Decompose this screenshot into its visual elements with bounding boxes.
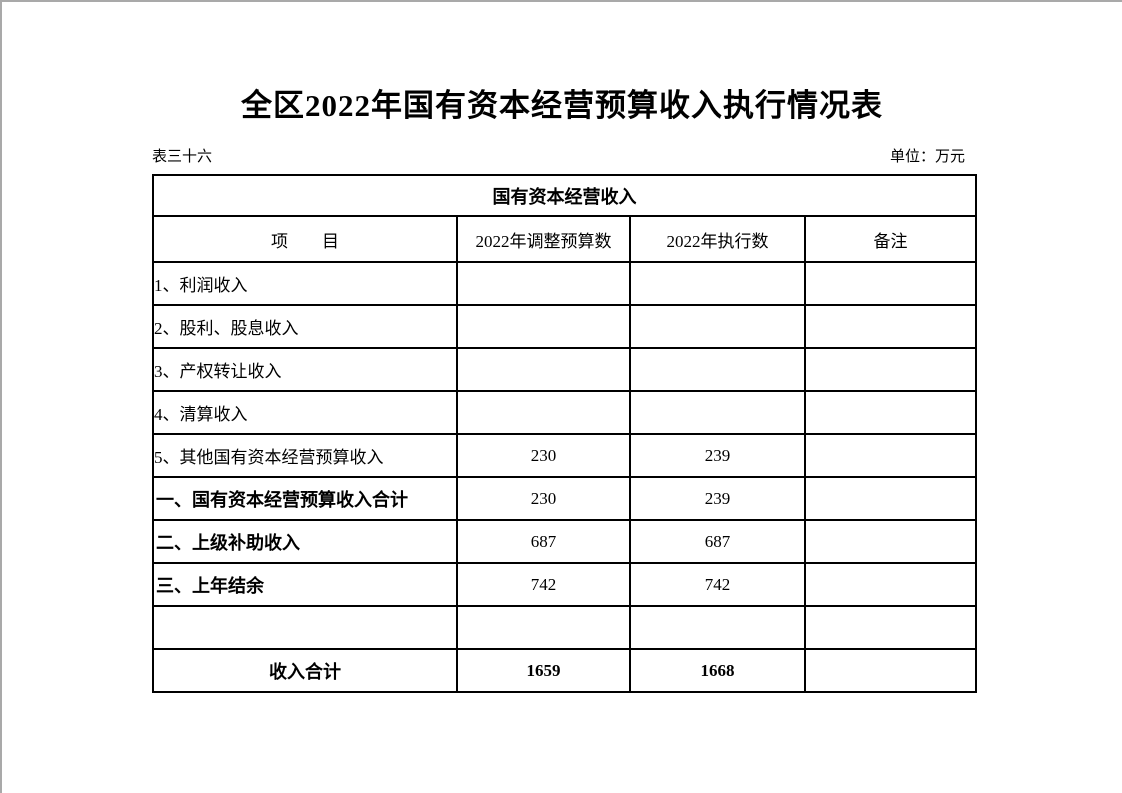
row-label: 一、国有资本经营预算收入合计 — [152, 476, 458, 521]
budget-revenue-table: 国有资本经营收入 项 目 2022年调整预算数 2022年执行数 备注 1、利润… — [152, 174, 977, 693]
table-row-budget-income-subtotal: 一、国有资本经营预算收入合计 230 239 — [152, 476, 977, 521]
table-row-income-total: 收入合计 1659 1668 — [152, 648, 977, 693]
table-row-prior-year-balance: 三、上年结余 742 742 — [152, 562, 977, 607]
row-label: 2、股利、股息收入 — [152, 304, 458, 349]
row-label: 三、上年结余 — [152, 562, 458, 607]
table-row-liquidation-income: 4、清算收入 — [152, 390, 977, 435]
executed-value — [629, 261, 806, 306]
table-row-empty — [152, 605, 977, 650]
table-row-profit-income: 1、利润收入 — [152, 261, 977, 306]
remarks-value — [804, 519, 977, 564]
page-title: 全区2022年国有资本经营预算收入执行情况表 — [241, 88, 883, 123]
row-label: 收入合计 — [152, 648, 458, 693]
remarks-value — [804, 390, 977, 435]
table-meta-row: 表三十六 单位：万元 — [152, 148, 975, 166]
executed-value: 239 — [629, 476, 806, 521]
unit-label: 单位：万元 — [889, 149, 965, 165]
executed-value — [629, 347, 806, 392]
executed-value: 687 — [629, 519, 806, 564]
column-header-adjusted-budget: 2022年调整预算数 — [456, 215, 631, 263]
column-header-executed: 2022年执行数 — [629, 215, 806, 263]
row-label: 1、利润收入 — [152, 261, 458, 306]
row-label: 5、其他国有资本经营预算收入 — [152, 433, 458, 478]
remarks-value — [804, 261, 977, 306]
adjusted-budget-value: 230 — [456, 476, 631, 521]
remarks-value — [804, 304, 977, 349]
column-header-row: 项 目 2022年调整预算数 2022年执行数 备注 — [152, 215, 977, 263]
remarks-value — [804, 562, 977, 607]
adjusted-budget-value: 742 — [456, 562, 631, 607]
table-row-dividend-income: 2、股利、股息收入 — [152, 304, 977, 349]
executed-value — [629, 390, 806, 435]
row-label: 4、清算收入 — [152, 390, 458, 435]
table-title-row: 国有资本经营收入 — [152, 174, 977, 217]
column-header-remarks: 备注 — [804, 215, 977, 263]
table-title: 国有资本经营收入 — [152, 174, 977, 217]
remarks-value — [804, 347, 977, 392]
adjusted-budget-value — [456, 605, 631, 650]
adjusted-budget-value: 230 — [456, 433, 631, 478]
adjusted-budget-value — [456, 347, 631, 392]
row-label: 二、上级补助收入 — [152, 519, 458, 564]
executed-value: 742 — [629, 562, 806, 607]
column-header-item: 项 目 — [152, 215, 458, 263]
adjusted-budget-value — [456, 390, 631, 435]
adjusted-budget-value: 687 — [456, 519, 631, 564]
table-number-label: 表三十六 — [152, 149, 213, 165]
table-row-superior-subsidy-income: 二、上级补助收入 687 687 — [152, 519, 977, 564]
remarks-value — [804, 476, 977, 521]
remarks-value — [804, 648, 977, 693]
executed-value: 1668 — [629, 648, 806, 693]
table-row-property-transfer-income: 3、产权转让收入 — [152, 347, 977, 392]
executed-value — [629, 304, 806, 349]
table-row-other-state-capital-income: 5、其他国有资本经营预算收入 230 239 — [152, 433, 977, 478]
executed-value: 239 — [629, 433, 806, 478]
adjusted-budget-value: 1659 — [456, 648, 631, 693]
remarks-value — [804, 605, 977, 650]
executed-value — [629, 605, 806, 650]
row-label: 3、产权转让收入 — [152, 347, 458, 392]
adjusted-budget-value — [456, 261, 631, 306]
adjusted-budget-value — [456, 304, 631, 349]
row-label — [152, 605, 458, 650]
remarks-value — [804, 433, 977, 478]
